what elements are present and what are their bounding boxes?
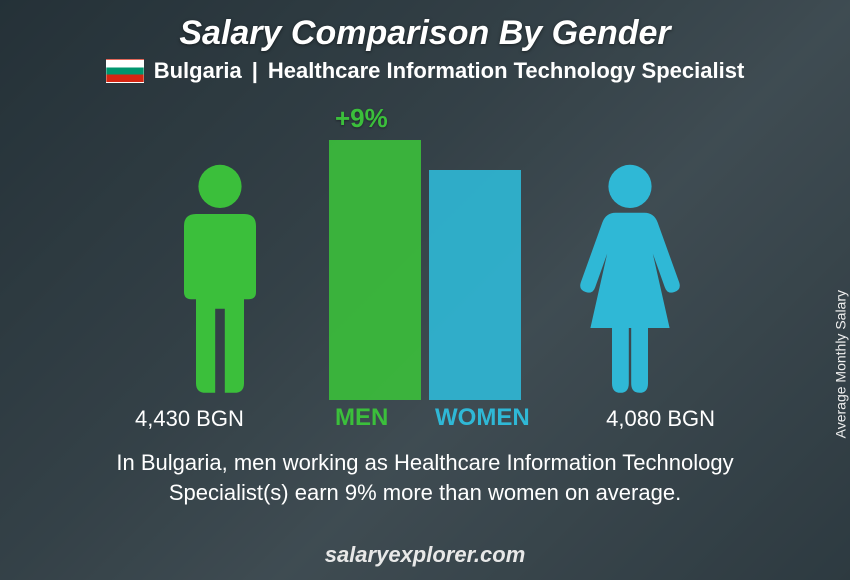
page-title: Salary Comparison By Gender (0, 14, 850, 53)
separator: | (252, 58, 258, 84)
infographic-canvas: Salary Comparison By Gender Bulgaria | H… (0, 0, 850, 580)
job-title-label: Healthcare Information Technology Specia… (268, 58, 744, 84)
footer-source: salaryexplorer.com (0, 542, 850, 568)
y-axis-label: Average Monthly Salary (832, 290, 848, 438)
men-gender-label: MEN (335, 404, 388, 432)
delta-label: +9% (335, 103, 388, 134)
bulgaria-flag-icon (106, 59, 144, 83)
country-label: Bulgaria (154, 58, 242, 84)
summary-text: In Bulgaria, men working as Healthcare I… (60, 448, 790, 507)
women-gender-label: WOMEN (435, 404, 530, 432)
women-salary-label: 4,080 BGN (606, 406, 715, 432)
men-salary-label: 4,430 BGN (135, 406, 244, 432)
bar-women (429, 170, 521, 400)
man-figure-icon (160, 160, 280, 400)
chart-area: +9% 4,430 BGN MEN WOMEN 4,080 BGN (0, 100, 850, 440)
subtitle-row: Bulgaria | Healthcare Information Techno… (0, 58, 850, 84)
bar-men (329, 140, 421, 400)
bars-container (329, 140, 521, 400)
woman-figure-icon (570, 160, 690, 400)
